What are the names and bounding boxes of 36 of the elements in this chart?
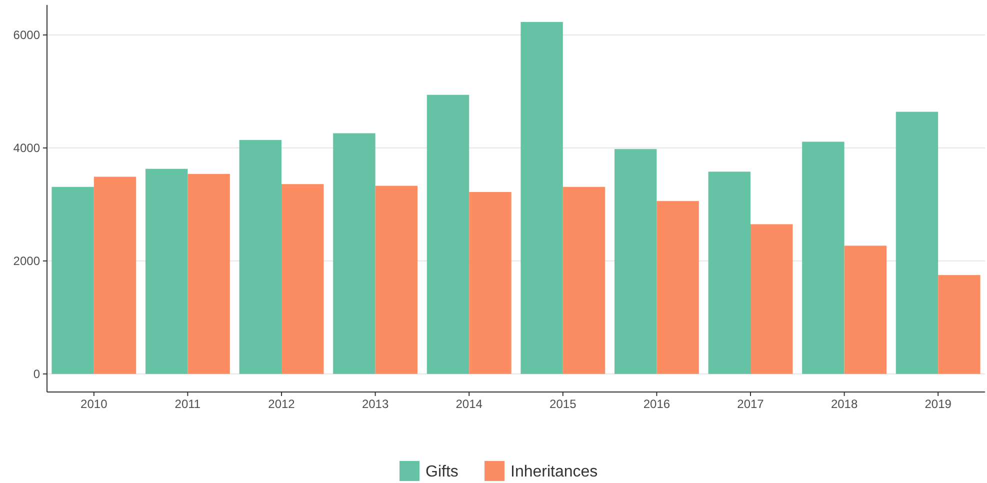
- x-tick-label: 2014: [456, 397, 483, 411]
- bar: [938, 275, 980, 374]
- bar: [656, 201, 699, 374]
- x-tick-label: 2012: [268, 397, 296, 411]
- bar: [375, 186, 418, 374]
- bar: [52, 186, 94, 374]
- y-tick-label: 0: [33, 367, 40, 382]
- legend-label: Inheritances: [510, 464, 598, 481]
- bar: [802, 142, 844, 374]
- y-tick-label: 4000: [13, 141, 40, 156]
- y-tick-label: 6000: [13, 28, 40, 42]
- bar: [94, 176, 136, 374]
- bar: [239, 140, 282, 374]
- x-tick-label: 2013: [362, 397, 389, 411]
- bar: [426, 94, 470, 374]
- legend-label: Gifts: [426, 464, 458, 481]
- bar: [333, 133, 376, 374]
- x-tick-label: 2019: [924, 397, 952, 411]
- x-tick-label: 2018: [830, 397, 858, 411]
- x-tick-label: 2011: [174, 397, 201, 411]
- bar: [188, 174, 230, 374]
- bar: [614, 149, 657, 374]
- x-tick-label: 2016: [643, 397, 670, 411]
- bar: [562, 186, 606, 374]
- bar: [844, 246, 887, 374]
- y-tick-label: 2000: [13, 254, 40, 268]
- bar: [282, 184, 324, 374]
- x-tick-label: 2015: [550, 397, 577, 411]
- bar: [896, 112, 938, 374]
- x-tick-label: 2017: [737, 397, 764, 411]
- x-tick-label: 2010: [80, 397, 108, 411]
- bar: [750, 224, 793, 374]
- bar: [469, 192, 512, 374]
- bar: [708, 172, 750, 374]
- bar: [145, 168, 188, 374]
- bar: [520, 22, 563, 374]
